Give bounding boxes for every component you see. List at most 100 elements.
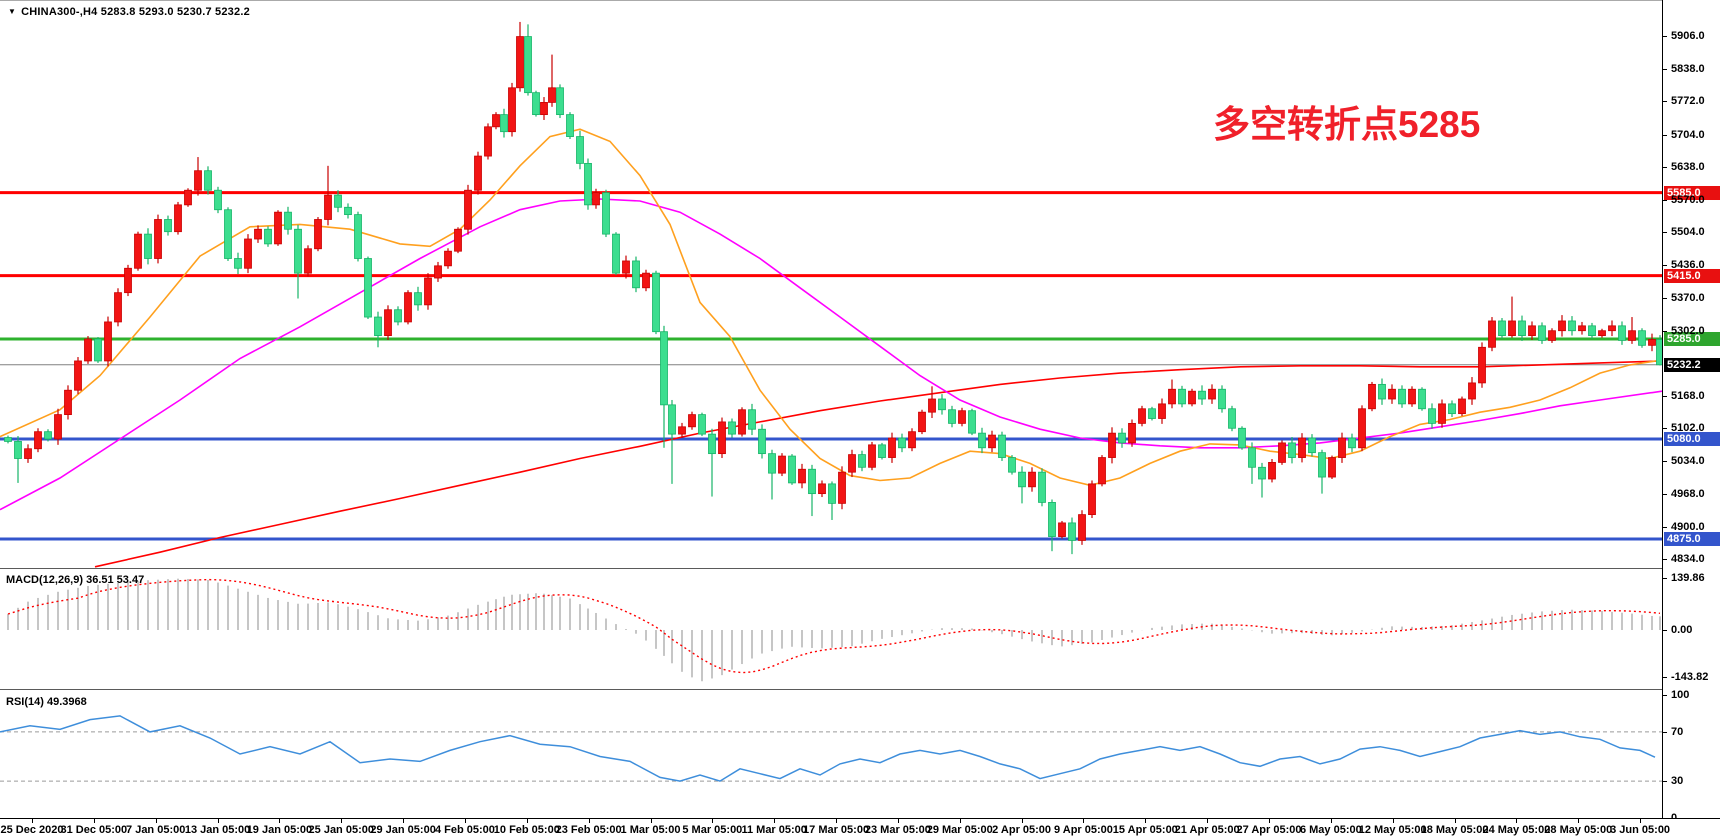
candle-body [1568,320,1576,332]
annotation-text: 多空转折点5285 [1213,104,1481,145]
candle-body [34,431,42,450]
candle-body [1108,432,1116,458]
candle-body [344,206,352,216]
price-tick-label: 5436.0 [1671,259,1705,272]
candle-body [1138,408,1146,424]
candle-body [848,454,856,473]
time-axis-label: 11 Mar 05:00 [741,824,807,836]
price-tick [1663,265,1667,267]
time-tick [650,819,652,823]
candle-body [1258,466,1266,480]
candle-body [394,309,402,323]
price-tick [1663,69,1667,71]
time-tick [1021,819,1023,823]
candle-body [284,211,292,230]
time-axis-label: 13 Jan 05:00 [184,824,251,836]
candle-body [778,455,786,474]
candle-body [556,87,564,116]
time-tick [32,819,33,823]
candle-body [354,214,362,259]
macd-tick [1663,630,1667,631]
candle-body [566,114,574,137]
candle-body [592,192,600,206]
chevron-down-icon[interactable]: ▼ [8,7,17,16]
rsi-indicator-panel[interactable] [0,692,1662,818]
price-tick [1663,558,1667,560]
price-tick-label: 5638.0 [1671,160,1705,173]
candle-body [374,316,382,336]
candle-body [384,309,392,336]
macd-tick [1663,578,1667,579]
candle-body [94,338,102,362]
candle-body [234,258,242,269]
candle-body [1408,388,1416,405]
candle-body [1528,325,1536,336]
time-tick [1454,819,1456,823]
time-tick [897,819,899,823]
ma-orange-line [0,128,1662,487]
candle-body [968,410,976,434]
candle-body [1428,408,1436,424]
candle-body [1298,437,1306,458]
time-tick [526,819,528,823]
candle-body [304,248,312,274]
price-tick-label: 5168.0 [1671,390,1705,403]
candle-body [1248,447,1256,468]
candle-body [464,189,472,230]
candle-body [1088,483,1096,516]
time-tick [217,819,219,823]
candle-body [314,219,322,250]
candle-body [688,414,696,428]
candle-body [114,292,122,323]
candle-body [858,454,866,468]
candle-body [1128,422,1136,444]
time-tick [155,819,157,823]
price-axis: 5585.0 5415.0 5285.0 5080.0 4875.0 5232.2 5906… [1662,0,1720,824]
price-tick [1663,428,1667,430]
candle-body [484,126,492,157]
candle-body [768,453,776,474]
time-axis-label: 29 Mar 05:00 [926,824,993,836]
candle-body [1238,427,1246,449]
time-axis-label: 2 Apr 05:00 [992,824,1052,836]
candle-body [154,219,162,259]
candle-body [642,272,650,289]
time-axis-label: 5 Mar 05:00 [682,824,743,836]
macd-indicator-panel[interactable] [0,571,1662,689]
candle-body [474,155,482,191]
candle-body [818,483,826,495]
candle-body [1348,437,1356,449]
price-tick [1663,199,1667,201]
candle-body [244,238,252,269]
candle-body [24,448,32,459]
time-tick [836,819,838,823]
rsi-label: RSI(14) 49.3968 [6,696,87,708]
candle-body [1478,346,1486,384]
main-chart[interactable] [0,2,1662,568]
candle-body [1288,442,1296,458]
candle-body [1118,432,1126,444]
price-badge-4875.0: 4875.0 [1664,531,1720,546]
candle-body [1308,437,1316,454]
current-price-badge: 5232.2 [1664,357,1720,372]
candle-body [1458,398,1466,415]
price-tick [1663,396,1667,398]
time-axis: 25 Dec 2020 31 Dec 05:00 7 Jan 05:00 13 Jan… [0,818,1720,840]
price-tick-label: 5704.0 [1671,128,1705,141]
candle-body [414,292,422,306]
candle-body [1078,514,1086,541]
time-tick [588,819,590,823]
price-tick [1663,297,1667,299]
price-tick [1663,232,1667,234]
time-axis-label: 25 Jan 05:00 [308,824,374,836]
candle-body [134,233,142,269]
candle-body [622,260,630,274]
price-tick [1663,166,1667,168]
time-tick [1516,819,1518,823]
price-badge-5080.0: 5080.0 [1664,431,1720,446]
candle-body [124,267,132,294]
time-axis-label: 7 Jan 05:00 [126,824,186,836]
price-tick [1663,461,1667,463]
time-axis-label: 4 Feb 05:00 [434,824,495,836]
candle-body [184,189,192,206]
